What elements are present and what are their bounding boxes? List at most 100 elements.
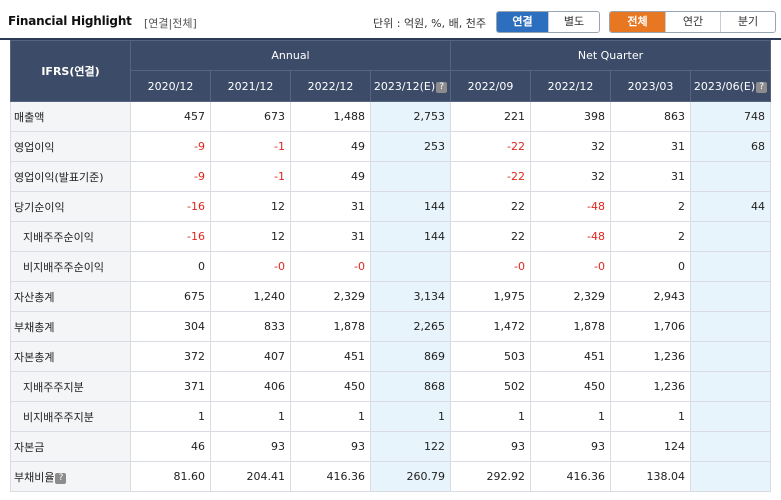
table-row: 영업이익(발표기준) -9 -1 49 -22 32 31 <box>10 161 771 192</box>
column-header: 2022/09 <box>450 70 531 102</box>
table-cell <box>690 161 771 192</box>
separate-button[interactable]: 별도 <box>548 12 599 32</box>
table-cell: 138.04 <box>610 461 691 492</box>
corner-label: IFRS(연결) <box>10 40 131 102</box>
table-cell: 673 <box>210 101 291 132</box>
table-cell: -16 <box>130 221 211 252</box>
row-label: 비지배주주순이익 <box>10 251 131 282</box>
row-label: 자산총계 <box>10 281 131 312</box>
table-cell <box>370 251 451 282</box>
consolidated-button[interactable]: 연결 <box>497 12 548 32</box>
table-cell: 416.36 <box>290 461 371 492</box>
table-cell: 2 <box>610 221 691 252</box>
table-row: 영업이익 -9 -1 49 253 -22 32 31 68 <box>10 131 771 162</box>
table-cell: 22 <box>450 221 531 252</box>
all-period-button[interactable]: 전체 <box>610 12 665 32</box>
table-cell: 31 <box>610 161 691 192</box>
column-header-label: 2023/03 <box>627 79 674 93</box>
table-cell: 68 <box>690 131 771 162</box>
table-cell: 22 <box>450 191 531 222</box>
info-icon[interactable]: ? <box>436 81 448 93</box>
table-cell: 503 <box>450 341 531 372</box>
table-cell: 450 <box>530 371 611 402</box>
table-cell: 49 <box>290 131 371 162</box>
table-cell: 1 <box>610 401 691 432</box>
table-cell <box>690 341 771 372</box>
info-icon[interactable]: ? <box>55 472 67 484</box>
row-label: 비지배주주지분 <box>10 401 131 432</box>
group-header-annual: Annual <box>130 40 451 71</box>
table-cell: 46 <box>130 431 211 462</box>
quarter-button[interactable]: 분기 <box>720 12 775 32</box>
table-cell: 93 <box>450 431 531 462</box>
row-label-text: 자산총계 <box>14 290 55 304</box>
table-cell: 1 <box>210 401 291 432</box>
row-label: 영업이익 <box>10 131 131 162</box>
table-row: 자산총계 675 1,240 2,329 3,134 1,975 2,329 2,943 <box>10 281 771 312</box>
table-cell: 144 <box>370 191 451 222</box>
table-cell: 1 <box>130 401 211 432</box>
table-cell <box>370 161 451 192</box>
table-cell: 868 <box>370 371 451 402</box>
table-cell: -0 <box>530 251 611 282</box>
table-cell: -1 <box>210 161 291 192</box>
table-cell: 451 <box>290 341 371 372</box>
table-cell: -48 <box>530 191 611 222</box>
table-cell: 869 <box>370 341 451 372</box>
table-cell <box>690 431 771 462</box>
table-row: 부채총계 304 833 1,878 2,265 1,472 1,878 1,706 <box>10 311 771 342</box>
table-cell: 81.60 <box>130 461 211 492</box>
table-row: 지배주주지분 371 406 450 868 502 450 1,236 <box>10 371 771 402</box>
table-cell: 292.92 <box>450 461 531 492</box>
row-label-text: 비지배주주지분 <box>23 410 94 424</box>
table-cell: -0 <box>450 251 531 282</box>
row-label: 매출액 <box>10 101 131 132</box>
table-cell: 93 <box>210 431 291 462</box>
table-cell: 1 <box>530 401 611 432</box>
table-cell: 675 <box>130 281 211 312</box>
page-header: Financial Highlight [연결|전체] 단위 : 억원, %, … <box>0 0 781 40</box>
table-cell <box>690 401 771 432</box>
column-header-label: 2023/06(E) <box>693 79 756 93</box>
annual-button[interactable]: 연간 <box>665 12 720 32</box>
row-label: 지배주주지분 <box>10 371 131 402</box>
table-row: 지배주주순이익 -16 12 31 144 22 -48 2 <box>10 221 771 252</box>
table-cell: 49 <box>290 161 371 192</box>
table-cell: 304 <box>130 311 211 342</box>
table-cell: -16 <box>130 191 211 222</box>
column-header: 2023/12(E)? <box>370 70 451 102</box>
column-header-label: 2022/12 <box>547 79 594 93</box>
column-header-label: 2022/12 <box>307 79 354 93</box>
table-cell: 32 <box>530 161 611 192</box>
row-label-text: 영업이익 <box>14 140 55 154</box>
info-icon[interactable]: ? <box>756 81 768 93</box>
table-cell: 1,706 <box>610 311 691 342</box>
row-label-text: 부채비율 <box>14 470 55 484</box>
table-cell: 2 <box>610 191 691 222</box>
table-row: 비지배주주순이익 0 -0 -0 -0 -0 0 <box>10 251 771 282</box>
table-cell: -9 <box>130 161 211 192</box>
table-cell: 122 <box>370 431 451 462</box>
table-cell: 407 <box>210 341 291 372</box>
column-header: 2023/06(E)? <box>690 70 771 102</box>
table-cell: 124 <box>610 431 691 462</box>
table-cell: 93 <box>290 431 371 462</box>
table-cell: 31 <box>290 191 371 222</box>
table-cell: 93 <box>530 431 611 462</box>
table-cell: 1,878 <box>530 311 611 342</box>
group-header-net-quarter: Net Quarter <box>450 40 771 71</box>
column-header: 2021/12 <box>210 70 291 102</box>
row-label-text: 영업이익(발표기준) <box>14 170 104 184</box>
table-cell: 144 <box>370 221 451 252</box>
table-cell: 2,753 <box>370 101 451 132</box>
table-cell <box>690 221 771 252</box>
table-cell <box>690 281 771 312</box>
table-cell: 1,488 <box>290 101 371 132</box>
basis-toggle: 연결 별도 <box>496 11 600 33</box>
table-row: 당기순이익 -16 12 31 144 22 -48 2 44 <box>10 191 771 222</box>
table-cell: -0 <box>210 251 291 282</box>
table-cell: -9 <box>130 131 211 162</box>
row-label: 지배주주순이익 <box>10 221 131 252</box>
table-cell: 1,236 <box>610 371 691 402</box>
table-cell: 748 <box>690 101 771 132</box>
